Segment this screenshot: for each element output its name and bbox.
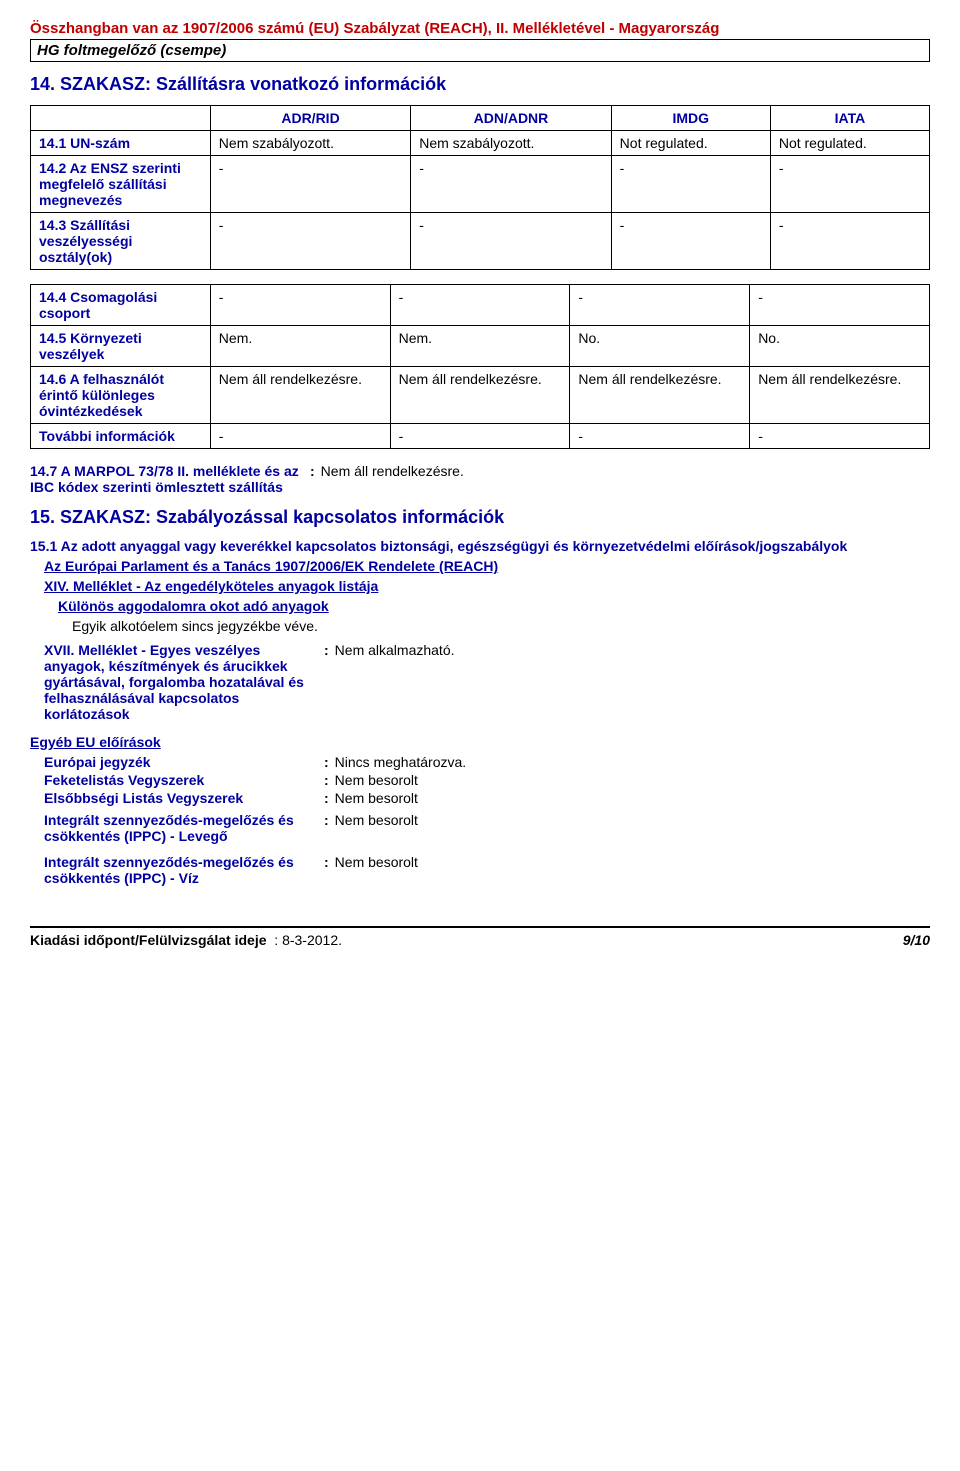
footer-date: 8-3-2012. [282,932,342,948]
eu-item: Európai jegyzék : Nincs meghatározva. [30,754,930,770]
cell: - [611,156,770,213]
cell: Nem áll rendelkezésre. [210,367,390,424]
reach-header: Összhangban van az 1907/2006 számú (EU) … [30,20,930,37]
cell: - [570,424,750,449]
footer-colon: : [270,932,282,948]
eu-item: Integrált szennyeződés-megelőzés és csök… [30,854,930,886]
row-label: 14.1 UN-szám [31,131,211,156]
colon: : [324,790,329,806]
col-adn: ADN/ADNR [411,106,611,131]
colon: : [324,772,329,788]
row-label: 14.3 Szállítási veszélyességi osztály(ok… [31,213,211,270]
footer-left: Kiadási időpont/Felülvizsgálat ideje : 8… [30,932,342,948]
table-row: További információk - - - - [31,424,930,449]
xvii-row: XVII. Melléklet - Egyes veszélyes anyago… [30,642,930,722]
transport-table-2: 14.4 Csomagolási csoport - - - - 14.5 Kö… [30,284,930,449]
eu-item-label: Elsőbbségi Listás Vegyszerek [44,790,324,806]
eu-item: Integrált szennyeződés-megelőzés és csök… [30,812,930,844]
row-label: További információk [31,424,211,449]
cell: No. [570,326,750,367]
cell: Nem. [210,326,390,367]
cell: - [750,285,930,326]
colon: : [324,854,329,870]
cell: - [611,213,770,270]
section14-title: 14. SZAKASZ: Szállításra vonatkozó infor… [30,74,930,95]
cell: Not regulated. [611,131,770,156]
row-label: 14.5 Környezeti veszélyek [31,326,211,367]
footer-date-label: Kiadási időpont/Felülvizsgálat ideje [30,932,267,948]
colon: : [324,642,329,658]
table-row: 14.1 UN-szám Nem szabályozott. Nem szabá… [31,131,930,156]
product-subtitle: HG foltmegelőző (csempe) [30,39,930,62]
eu-item-label: Európai jegyzék [44,754,324,770]
cell: Nem szabályozott. [210,131,410,156]
eu-item: Feketelistás Vegyszerek : Nem besorolt [30,772,930,788]
eu-item-label: Feketelistás Vegyszerek [44,772,324,788]
table-corner [31,106,211,131]
s15-p4: Különös aggodalomra okot adó anyagok [58,598,930,614]
eu-item-label: Integrált szennyeződés-megelőzés és csök… [44,812,324,844]
cell: Nem áll rendelkezésre. [570,367,750,424]
eu-item-value: Nem besorolt [335,790,418,806]
cell: Nem áll rendelkezésre. [390,367,570,424]
eu-item-value: Nem besorolt [335,812,418,828]
cell: No. [750,326,930,367]
cell: - [210,156,410,213]
s15-p5: Egyik alkotóelem sincs jegyzékbe véve. [72,618,930,634]
eu-item-value: Nincs meghatározva. [335,754,467,770]
table-row: 14.5 Környezeti veszélyek Nem. Nem. No. … [31,326,930,367]
xvii-label: XVII. Melléklet - Egyes veszélyes anyago… [44,642,324,722]
page-footer: Kiadási időpont/Felülvizsgálat ideje : 8… [30,926,930,948]
colon: : [324,754,329,770]
cell: Not regulated. [770,131,929,156]
cell: - [210,285,390,326]
cell: Nem. [390,326,570,367]
marpol-label: 14.7 A MARPOL 73/78 II. melléklete és az… [30,463,310,495]
cell: - [210,213,410,270]
cell: - [411,213,611,270]
footer-page: 9/10 [903,932,930,948]
cell: Nem áll rendelkezésre. [750,367,930,424]
cell: - [770,156,929,213]
cell: - [770,213,929,270]
colon: : [324,812,329,828]
cell: Nem szabályozott. [411,131,611,156]
table-row: 14.2 Az ENSZ szerinti megfelelő szállítá… [31,156,930,213]
marpol-row: 14.7 A MARPOL 73/78 II. melléklete és az… [30,463,930,495]
xvii-value: Nem alkalmazható. [335,642,455,658]
col-imdg: IMDG [611,106,770,131]
row-label: 14.2 Az ENSZ szerinti megfelelő szállítá… [31,156,211,213]
cell: - [411,156,611,213]
transport-table-1: ADR/RID ADN/ADNR IMDG IATA 14.1 UN-szám … [30,105,930,270]
cell: - [390,285,570,326]
row-label: 14.4 Csomagolási csoport [31,285,211,326]
s15-p1: 15.1 Az adott anyaggal vagy keverékkel k… [30,538,930,554]
cell: - [390,424,570,449]
eu-heading: Egyéb EU előírások [30,734,930,750]
eu-item-value: Nem besorolt [335,854,418,870]
eu-item: Elsőbbségi Listás Vegyszerek : Nem besoro… [30,790,930,806]
eu-item-value: Nem besorolt [335,772,418,788]
table-row: 14.6 A felhasználót érintő különleges óv… [31,367,930,424]
table-row: 14.4 Csomagolási csoport - - - - [31,285,930,326]
s15-p3: XIV. Melléklet - Az engedélyköteles anya… [44,578,930,594]
table-row: 14.3 Szállítási veszélyességi osztály(ok… [31,213,930,270]
section15-title: 15. SZAKASZ: Szabályozással kapcsolatos … [30,507,930,528]
cell: - [210,424,390,449]
col-adr: ADR/RID [210,106,410,131]
s15-p2: Az Európai Parlament és a Tanács 1907/20… [44,558,930,574]
col-iata: IATA [770,106,929,131]
colon: : [310,463,315,479]
cell: - [570,285,750,326]
marpol-value: Nem áll rendelkezésre. [321,463,464,479]
eu-item-label: Integrált szennyeződés-megelőzés és csök… [44,854,324,886]
cell: - [750,424,930,449]
row-label: 14.6 A felhasználót érintő különleges óv… [31,367,211,424]
